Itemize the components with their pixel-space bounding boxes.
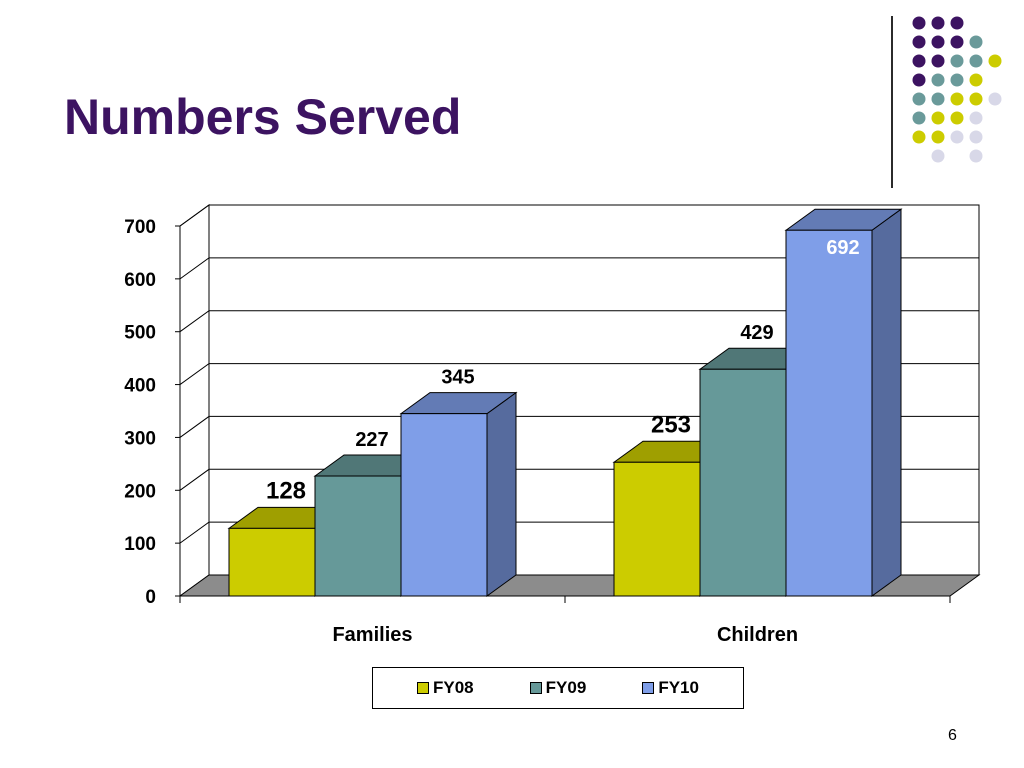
bar-fy10 [400, 413, 488, 597]
y-tick-label: 400 [124, 376, 156, 397]
gridline [179, 204, 979, 227]
gridline [179, 310, 979, 333]
data-label: 253 [651, 411, 691, 438]
bar-side-fy10 [486, 391, 517, 597]
decorative-dot [912, 35, 926, 49]
bar-fy09 [314, 475, 402, 597]
decorative-dot [931, 111, 945, 125]
decorative-dot [988, 54, 1002, 68]
bar-side-fy10 [871, 208, 902, 597]
decorative-dot [931, 130, 945, 144]
decorative-dot [912, 92, 926, 106]
decorative-dot [988, 92, 1002, 106]
decorative-dot [931, 149, 945, 163]
data-label: 692 [826, 237, 859, 259]
decorative-dot [969, 73, 983, 87]
bar-fy08 [228, 527, 316, 597]
decorative-dot [931, 54, 945, 68]
slide-title: Numbers Served [64, 89, 462, 145]
bar-chart: 0 100 200 300 400 500 600 700 128 227 345 Families 2… [124, 204, 981, 646]
legend-swatch-fy09 [529, 682, 542, 694]
legend-item-fy09: FY09 [529, 678, 587, 698]
decorative-dot [931, 73, 945, 87]
legend-swatch-fy08 [417, 682, 429, 694]
legend-item-fy08: FY08 [417, 678, 474, 698]
decorative-dot [969, 130, 983, 144]
legend-label-fy09: FY09 [545, 678, 587, 697]
data-label: 227 [355, 429, 388, 451]
bar-fy10 [785, 229, 873, 597]
y-tick-label: 300 [124, 428, 156, 449]
y-tick-label: 500 [124, 323, 156, 344]
decorative-dot [912, 16, 926, 30]
decorative-dot [969, 111, 983, 125]
decorative-dot [950, 111, 964, 125]
decorative-dot [969, 35, 983, 49]
decorative-dot [950, 73, 964, 87]
y-tick-label: 700 [124, 217, 156, 238]
decorative-dot [912, 73, 926, 87]
y-tick-label: 600 [124, 270, 156, 291]
chart-side-wall [179, 204, 210, 597]
x-category-label: Children [717, 624, 798, 646]
decorative-dot [969, 149, 983, 163]
bar-fy08 [613, 461, 701, 597]
decorative-dot [969, 54, 983, 68]
page-number: 6 [948, 727, 957, 744]
chart-legend: FY08 FY09 FY10 [372, 667, 744, 709]
decorative-dot [950, 92, 964, 106]
decorative-dot [931, 35, 945, 49]
data-label: 128 [266, 477, 306, 504]
gridline [179, 257, 979, 280]
data-label: 345 [441, 367, 474, 389]
bar-fy09 [699, 368, 787, 597]
decorative-dot [969, 92, 983, 106]
decorative-dot [931, 92, 945, 106]
decorative-dot [912, 130, 926, 144]
decorative-dot-grid [912, 16, 1002, 163]
y-tick-label: 100 [124, 534, 156, 555]
legend-label-fy10: FY10 [658, 678, 699, 697]
legend-swatch-fy10 [642, 682, 655, 694]
decorative-dot [950, 54, 964, 68]
decorative-dot [950, 130, 964, 144]
decorative-dot [912, 111, 926, 125]
decorative-dot [931, 16, 945, 30]
legend-label-fy08: FY08 [433, 678, 474, 697]
decorative-dot [950, 35, 964, 49]
decorative-dot [912, 54, 926, 68]
x-category-label: Families [332, 624, 412, 646]
data-label: 429 [740, 322, 773, 344]
y-tick-label: 200 [124, 481, 156, 502]
decorative-dot [950, 16, 964, 30]
divider-line [891, 16, 893, 188]
legend-item-fy10: FY10 [642, 678, 699, 698]
y-tick-label: 0 [145, 587, 156, 608]
